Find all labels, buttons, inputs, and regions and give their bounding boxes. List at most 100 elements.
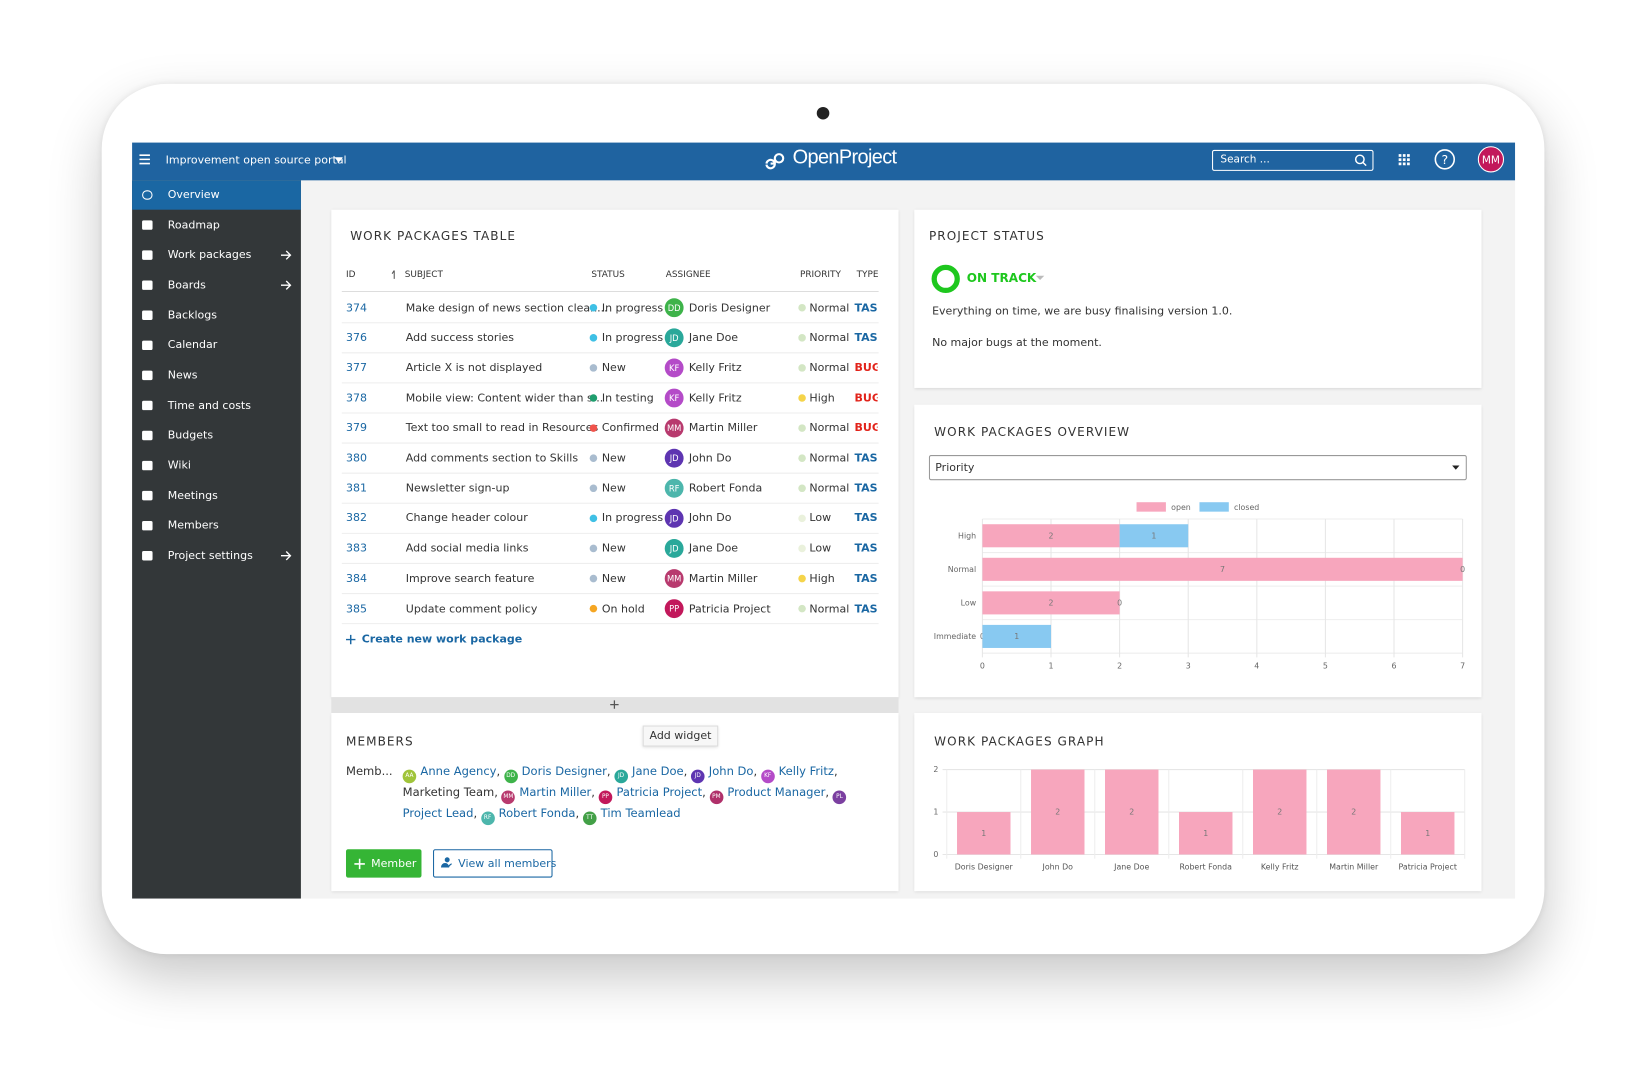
work-packages-graph-card	[914, 712, 1482, 892]
wp-assignee: John Do	[688, 512, 732, 525]
wp-assignee: Kelly Fritz	[688, 361, 742, 375]
column-header: SUBJECT	[404, 269, 443, 280]
sidebar-item[interactable]: News	[167, 369, 198, 382]
member-name[interactable]: Martin Miller	[519, 785, 592, 799]
member-avatar: JD	[690, 769, 705, 784]
wp-id[interactable]: 381	[345, 481, 368, 495]
wp-id[interactable]: 374	[345, 301, 368, 315]
logo-text: OpenProject	[792, 146, 897, 169]
member: TT Tim Teamlead	[582, 806, 681, 826]
member-avatar: PM	[709, 790, 724, 805]
wp-subject: Add comments section to Skills	[405, 451, 579, 465]
wp-id[interactable]: 377	[345, 361, 368, 375]
member-name[interactable]: Anne Agency	[420, 764, 497, 778]
separator: ,	[825, 785, 830, 799]
member-name[interactable]: Kelly Fritz	[778, 764, 834, 778]
wp-status: In progress	[601, 512, 664, 525]
member-avatar: KF	[760, 769, 775, 784]
wp-status: New	[601, 542, 626, 555]
wp-status: In progress	[601, 301, 664, 315]
wp-priority: Normal	[809, 481, 850, 495]
member-avatar: PP	[598, 790, 613, 805]
column-header: STATUS	[591, 269, 625, 280]
wp-subject: Improve search feature	[405, 572, 535, 585]
card-title: WORK PACKAGES OVERVIEW	[934, 424, 1131, 440]
sidebar-item[interactable]: Work packages	[167, 248, 252, 262]
sidebar-item[interactable]: Calendar	[167, 339, 218, 352]
header-bar	[132, 142, 1516, 181]
member-name[interactable]: Robert Fonda	[498, 806, 576, 820]
separator: ,	[494, 785, 498, 799]
project-status[interactable]: ON TRACK	[966, 270, 1037, 286]
members-card	[331, 712, 899, 892]
card-title: WORK PACKAGES GRAPH	[934, 733, 1105, 749]
wp-type: BUG	[854, 361, 878, 375]
sidebar-item[interactable]: Project settings	[167, 549, 253, 563]
wp-type: TASK	[854, 301, 878, 315]
sidebar-item[interactable]: Overview	[167, 188, 220, 202]
card-title: PROJECT STATUS	[928, 228, 1045, 244]
member-avatar: TT	[582, 811, 597, 826]
project-status-card	[914, 209, 1482, 388]
column-header: PRIORITY	[799, 269, 841, 280]
column-header: ASSIGNEE	[665, 269, 711, 280]
wp-id[interactable]: 382	[345, 512, 368, 525]
wp-id[interactable]: 380	[345, 451, 368, 465]
member: DD Doris Designer,	[503, 764, 611, 784]
wp-type: TASK	[854, 331, 878, 345]
column-header: ID	[345, 269, 356, 280]
sidebar-item[interactable]: Meetings	[167, 489, 218, 502]
wp-subject: Article X is not displayed	[405, 361, 543, 375]
sidebar-item[interactable]: Time and costs	[167, 399, 251, 412]
wp-id[interactable]: 384	[345, 572, 368, 585]
wp-assignee: Jane Doe	[688, 331, 739, 345]
member-name[interactable]: Tim Teamlead	[600, 806, 681, 820]
member-name[interactable]: John Do	[708, 764, 754, 778]
create-work-package[interactable]: Create new work package	[361, 633, 523, 646]
separator: ,	[702, 785, 706, 799]
member: MM Martin Miller,	[501, 785, 595, 805]
wp-subject: Add social media links	[405, 542, 529, 555]
sidebar-item[interactable]: Backlogs	[167, 308, 218, 322]
view-members-button[interactable]	[433, 849, 553, 878]
wp-id[interactable]: 383	[345, 542, 368, 555]
wp-status: New	[601, 451, 626, 465]
work-packages-table-card	[331, 209, 899, 698]
wp-id[interactable]: 385	[345, 602, 368, 615]
sidebar-item[interactable]: Members	[167, 519, 219, 532]
member-name[interactable]: Product Manager	[727, 785, 826, 799]
wp-id[interactable]: 379	[345, 421, 368, 435]
member-name[interactable]: Doris Designer	[521, 764, 607, 778]
wp-id[interactable]: 378	[345, 391, 368, 405]
project-name[interactable]: Improvement open source portal	[165, 154, 347, 167]
wp-priority: High	[809, 391, 835, 405]
wp-priority: Normal	[809, 331, 850, 345]
wp-id[interactable]: 376	[345, 331, 368, 345]
separator: ,	[833, 764, 838, 778]
wp-type: TASK	[854, 602, 878, 615]
wp-subject: Change header colour	[405, 512, 528, 525]
member-name[interactable]: Jane Doe	[632, 764, 684, 778]
member-name[interactable]: Patricia Project	[616, 785, 703, 799]
separator: ,	[575, 806, 580, 820]
search-placeholder: Search ...	[1220, 154, 1270, 166]
member-avatar: DD	[503, 769, 518, 784]
member: RF Robert Fonda,	[480, 806, 580, 826]
sidebar-item[interactable]: Roadmap	[167, 218, 220, 232]
wp-status: New	[601, 572, 626, 585]
separator: ,	[473, 806, 478, 820]
wp-priority: Low	[809, 542, 832, 555]
card-title: WORK PACKAGES TABLE	[350, 228, 517, 244]
member-name[interactable]: Project Lead	[402, 806, 474, 820]
wp-type: BUG	[854, 421, 878, 435]
member-name: Marketing Team	[402, 785, 495, 799]
sidebar-item[interactable]: Boards	[167, 278, 206, 292]
sidebar-item[interactable]: Budgets	[167, 429, 214, 442]
group-select[interactable]	[928, 455, 1467, 481]
widget-divider	[331, 697, 899, 713]
search-box[interactable]	[1212, 149, 1374, 171]
work-packages-overview-card	[914, 404, 1482, 698]
members-label: Memb...	[345, 764, 393, 778]
sidebar-item[interactable]: Wiki	[167, 459, 191, 472]
